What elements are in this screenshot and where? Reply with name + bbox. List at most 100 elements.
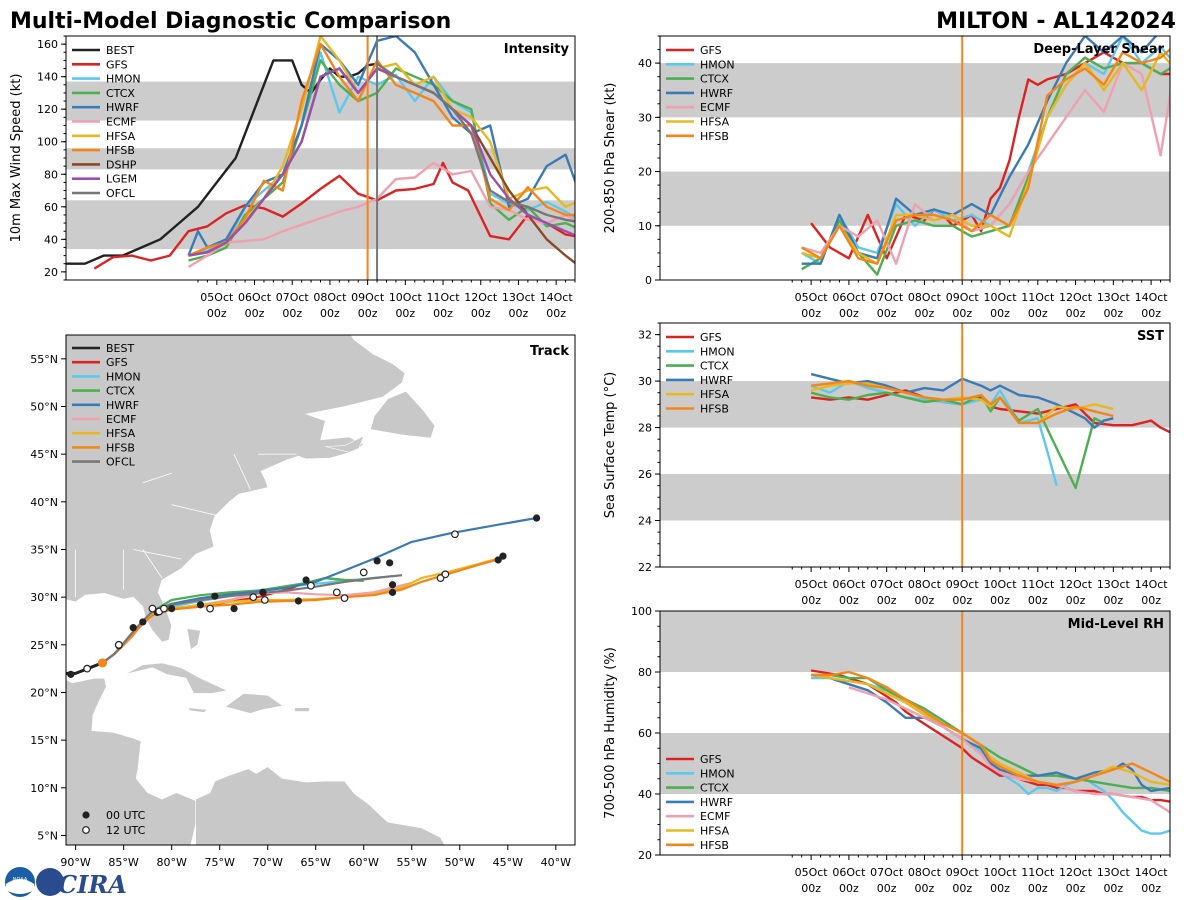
track-marker-00utc [168, 604, 176, 613]
legend-12utc-label: 12 UTC [106, 824, 146, 837]
track-ytick-label: 30°N [30, 591, 58, 604]
track-current-position [97, 658, 108, 668]
rh-xtick-label: 00z [952, 882, 972, 895]
intensity-ytick-label: 160 [37, 38, 58, 51]
shear-line-gfs [810, 51, 1170, 260]
track-ytick-label: 55°N [30, 353, 58, 366]
intensity-xtick-label: 00z [207, 307, 227, 320]
intensity-ytick-label: 140 [37, 71, 58, 84]
rh-xtick-label: 12Oct [1059, 866, 1093, 879]
track-marker-12utc [451, 530, 459, 539]
intensity-band [66, 148, 575, 170]
sst-panel: 22 24 26 28 30 32 05Oct 00z 06Oct 00z 07Oct 00z 08Oc… [603, 322, 1171, 607]
shear-line-ctcx [801, 56, 1170, 276]
rh-ytick-label: 80 [638, 666, 652, 679]
sst-xtick-label: 00z [1066, 594, 1086, 607]
track-marker-00utc [196, 601, 205, 609]
shear-legend-label: HMON [700, 58, 735, 71]
intensity-legend-label: LGEM [106, 173, 137, 186]
rh-line-hfsa [810, 673, 1170, 787]
figure-title: Multi-Model Diagnostic Comparison [10, 9, 451, 34]
rh-legend-label: ECMF [700, 810, 730, 823]
land-puerto-rico [294, 707, 311, 712]
shear-xtick-label: 05Oct [795, 291, 829, 304]
noaa-cira-logo: NOAA CIRA [5, 867, 127, 899]
shear-xtick-label: 09Oct [946, 291, 980, 304]
sst-series [810, 323, 1170, 567]
track-xtick-label: 50°W [445, 856, 475, 869]
rh-line-hwrf [810, 673, 1170, 793]
intensity-xtick-label: 07Oct [276, 291, 310, 304]
intensity-legend-label: HFSA [106, 130, 136, 143]
intensity-legend-label: ECMF [106, 116, 136, 129]
shear-xtick-label: 00z [1028, 307, 1048, 320]
intensity-legend-label: HMON [106, 73, 141, 86]
track-marker-00utc [388, 581, 397, 589]
sst-xtick-label: 00z [952, 594, 972, 607]
noaa-logo-wave [6, 879, 34, 894]
boundary-line [142, 549, 163, 579]
rh-xtick-label: 00z [1028, 882, 1048, 895]
shear-xtick-label: 00z [990, 307, 1010, 320]
shear-band [660, 63, 1170, 118]
track-ytick-label: 45°N [30, 448, 58, 461]
intensity-xtick-label: 00z [358, 307, 378, 320]
rh-xtick-label: 00z [1066, 882, 1086, 895]
track-marker-12utc [148, 604, 157, 613]
intensity-line-hfsb [188, 42, 575, 257]
shear-xtick-label: 00z [877, 307, 897, 320]
track-legend-label: GFS [106, 356, 128, 369]
shear-ytick-label: 40 [638, 57, 652, 70]
legend-00utc-label: 00 UTC [106, 809, 146, 822]
track-ytick-label: 5°N [37, 829, 58, 842]
track-ytick-label: 25°N [30, 639, 58, 652]
legend-12utc-marker [82, 826, 90, 834]
storm-title: MILTON - AL142024 [936, 9, 1176, 34]
intensity-xtick-label: 13Oct [502, 291, 536, 304]
shear-series [801, 36, 1170, 280]
sst-xtick-label: 00z [839, 594, 859, 607]
intensity-xtick-label: 00z [282, 307, 302, 320]
sst-xtick-label: 12Oct [1059, 578, 1093, 591]
track-marker-00utc [259, 588, 267, 596]
rh-ylabel: 700-500 hPa Humidity (%) [603, 647, 618, 819]
shear-ylabel: 200-850 hPa Shear (kt) [603, 83, 618, 234]
rh-legend-label: HFSB [700, 839, 729, 852]
track-xtick-label: 40°W [541, 856, 571, 869]
boundary-line [142, 472, 172, 484]
shear-ytick-label: 30 [638, 111, 652, 124]
shear-xtick-label: 00z [1066, 307, 1086, 320]
shear-line-ecmf [801, 61, 1170, 265]
track-marker-12utc [206, 604, 214, 613]
rh-title: Mid-Level RH [1068, 617, 1164, 632]
intensity-xtick-label: 00z [471, 307, 491, 320]
sst-legend-label: CTCX [700, 360, 729, 373]
track-marker-00utc [302, 576, 310, 584]
track-marker-00utc [294, 597, 303, 605]
rh-bands [660, 611, 1170, 794]
sst-xtick-label: 00z [915, 594, 935, 607]
rh-line-hfsb [811, 670, 1170, 787]
rh-xtick-label: 05Oct [795, 866, 829, 879]
shear-ytick-label: 10 [638, 220, 652, 233]
intensity-ytick-label: 60 [44, 201, 58, 214]
intensity-ylabel: 10m Max Wind Speed (kt) [9, 74, 24, 243]
track-xtick-label: 65°W [301, 856, 331, 869]
track-marker-12utc [332, 588, 341, 597]
rh-xtick-label: 00z [1103, 882, 1123, 895]
rh-band [660, 611, 1170, 672]
rh-legend-label: HWRF [700, 796, 733, 809]
shear-bands [660, 63, 1170, 226]
intensity-xtick-label: 12Oct [464, 291, 498, 304]
track-ytick-label: 50°N [30, 400, 58, 413]
sst-xtick-label: 00z [1141, 594, 1161, 607]
track-xtick-label: 55°W [397, 856, 427, 869]
rh-xtick-label: 00z [1141, 882, 1161, 895]
sst-xtick-label: 00z [877, 594, 897, 607]
sst-ylabel: Sea Surface Temp (°C) [603, 372, 618, 519]
track-xtick-label: 70°W [252, 856, 282, 869]
land-cape-breton [325, 435, 365, 453]
track-xtick-label: 90°W [60, 856, 90, 869]
rh-xtick-label: 08Oct [908, 866, 942, 879]
